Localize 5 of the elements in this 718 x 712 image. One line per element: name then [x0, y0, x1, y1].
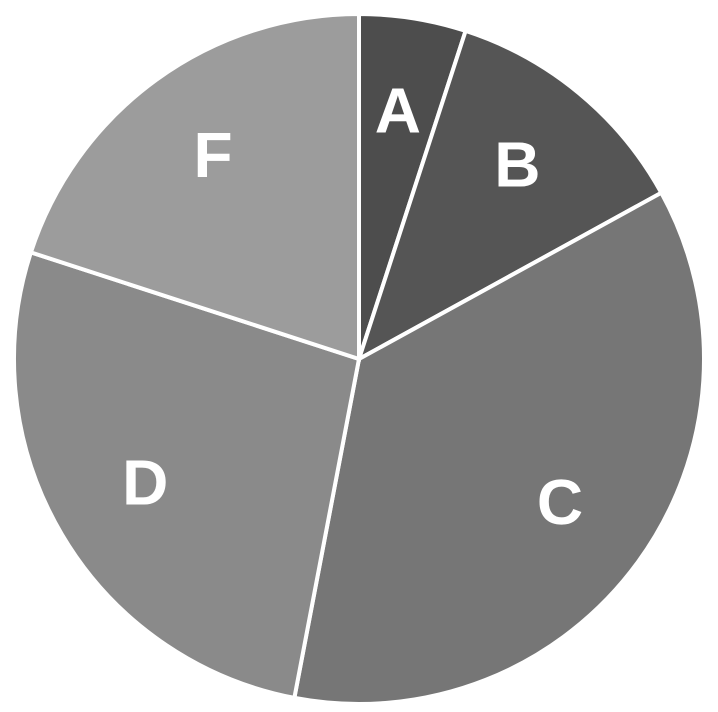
slice-label: A [374, 74, 421, 147]
slice-label: C [536, 466, 584, 538]
slice-label: B [494, 128, 540, 201]
slice-label: F [193, 119, 233, 192]
slice-label: D [122, 446, 168, 518]
